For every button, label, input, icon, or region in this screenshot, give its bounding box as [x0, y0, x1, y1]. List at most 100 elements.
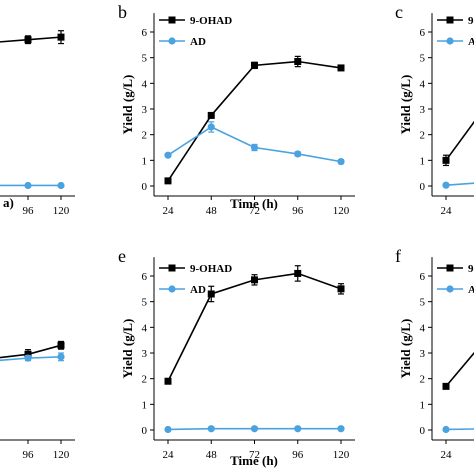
legend-marker [168, 37, 176, 45]
data-point-9-ohad [442, 382, 450, 390]
y-tick-label: 5 [420, 53, 426, 65]
x-tick-label: 96 [292, 205, 304, 217]
y-tick-label: 1 [142, 399, 148, 411]
y-tick-label: 2 [420, 374, 426, 386]
x-tick-label: 120 [333, 449, 350, 461]
x-axis-title: Time (h) [230, 196, 278, 211]
x-tick-label: 24 [441, 449, 453, 461]
data-point-9-ohad [294, 58, 302, 66]
chart-panel-3: 0 1 2 3 4 5 6 24 Yield (g/L) c 9- A [395, 2, 474, 217]
legend-label: 9-OHAD [190, 15, 232, 27]
data-point-ad [207, 425, 215, 433]
x-tick-label: 120 [53, 205, 70, 217]
data-point-9-ohad [337, 64, 345, 72]
data-point-ad [294, 150, 302, 158]
data-point-ad [207, 123, 215, 131]
y-tick-label: 0 [420, 425, 426, 437]
x-tick-label: 48 [206, 449, 218, 461]
y-tick-label: 1 [420, 155, 426, 167]
data-point-ad [57, 181, 65, 190]
legend-label: 9- [468, 15, 474, 27]
legend-marker [446, 37, 454, 45]
legend-marker [168, 16, 176, 24]
x-tick-label: 120 [53, 449, 70, 461]
y-tick-label: 4 [142, 78, 148, 90]
y-axis-title: Yield (g/L) [120, 319, 135, 379]
chart-panel-1: 96 120 a) [0, 30, 75, 217]
legend-marker [446, 264, 454, 272]
y-tick-label: 4 [420, 78, 426, 90]
data-point-ad [442, 425, 450, 434]
x-tick-label: 48 [206, 205, 218, 217]
x-tick-label: 72 [249, 205, 260, 217]
y-tick-label: 2 [142, 374, 148, 386]
data-point-ad [57, 353, 65, 361]
y-tick-label: 2 [420, 130, 426, 142]
legend-marker [446, 16, 454, 24]
data-point-ad [164, 151, 172, 159]
y-tick-label: 0 [142, 181, 148, 193]
x-tick-label: 96 [292, 449, 304, 461]
y-tick-label: 6 [420, 27, 426, 39]
y-tick-label: 5 [420, 297, 426, 309]
legend-label: A [468, 284, 474, 296]
y-tick-label: 3 [420, 348, 426, 360]
legend-label: A [468, 36, 474, 48]
data-point-ad [24, 354, 32, 362]
x-tick-label: 72 [249, 449, 260, 461]
chart-panel-4: 96 120 [0, 340, 75, 461]
y-tick-label: 4 [142, 322, 148, 334]
y-tick-label: 5 [142, 297, 148, 309]
y-axis-title: Yield (g/L) [120, 75, 135, 135]
x-tick-label: 96 [23, 449, 35, 461]
y-tick-label: 3 [420, 104, 426, 116]
legend-marker [168, 285, 176, 293]
panel-letter: e [118, 246, 126, 266]
y-tick-label: 3 [142, 348, 148, 360]
y-axis-title: Yield (g/L) [398, 319, 413, 379]
x-axis-title: Time (h) [230, 453, 278, 468]
y-tick-label: 0 [420, 181, 426, 193]
legend-label: 9-OHAD [190, 263, 232, 275]
y-tick-label: 0 [142, 425, 148, 437]
y-tick-label: 4 [420, 322, 426, 334]
panel-letter: c [395, 2, 403, 22]
data-point-ad [164, 425, 172, 434]
data-point-9-ohad [251, 276, 258, 284]
x-tick-label: 24 [163, 449, 175, 461]
series-line-9-ohad [445, 351, 474, 387]
series-line-ad [445, 182, 474, 187]
data-point-ad [442, 181, 450, 189]
data-point-9-ohad [24, 36, 32, 44]
data-point-ad [250, 425, 259, 433]
x-tick-label: 24 [163, 205, 175, 217]
data-point-ad [294, 425, 302, 433]
series-line-9-ohad [167, 60, 342, 182]
data-point-ad [337, 425, 345, 433]
panel-letter: b [118, 2, 127, 22]
x-axis-title: a) [3, 195, 14, 210]
data-point-9-ohad [57, 33, 65, 41]
data-point-9-ohad [337, 285, 345, 293]
y-tick-label: 1 [420, 399, 426, 411]
data-point-9-ohad [294, 269, 302, 277]
data-point-9-ohad [164, 177, 172, 185]
y-tick-label: 3 [142, 104, 148, 116]
chart-panel-5: 0 1 2 3 4 5 6 24 48 72 96 120 Time (h) Yield (g/L) e 9-… [118, 246, 355, 468]
data-point-ad [337, 158, 345, 166]
x-tick-label: 120 [333, 205, 350, 217]
data-point-9-ohad [164, 377, 172, 385]
data-point-9-ohad [207, 290, 215, 298]
data-point-ad [24, 181, 32, 190]
data-point-9-ohad [251, 61, 258, 69]
chart-panel-2: 0 1 2 3 4 5 6 24 48 72 96 120 Time (h) Yield (g/L) b 9-… [118, 2, 355, 217]
chart-panel-6: 0 1 2 3 4 5 6 24 Yield (g/L) f 9- A [395, 246, 474, 461]
series-line-ad [445, 428, 474, 431]
legend-label: AD [190, 36, 206, 48]
data-point-9-ohad [207, 111, 215, 119]
series-line-9-ohad [445, 120, 474, 161]
legend-label: 9- [468, 263, 474, 275]
data-point-9-ohad [442, 156, 450, 164]
y-tick-label: 5 [142, 53, 148, 65]
